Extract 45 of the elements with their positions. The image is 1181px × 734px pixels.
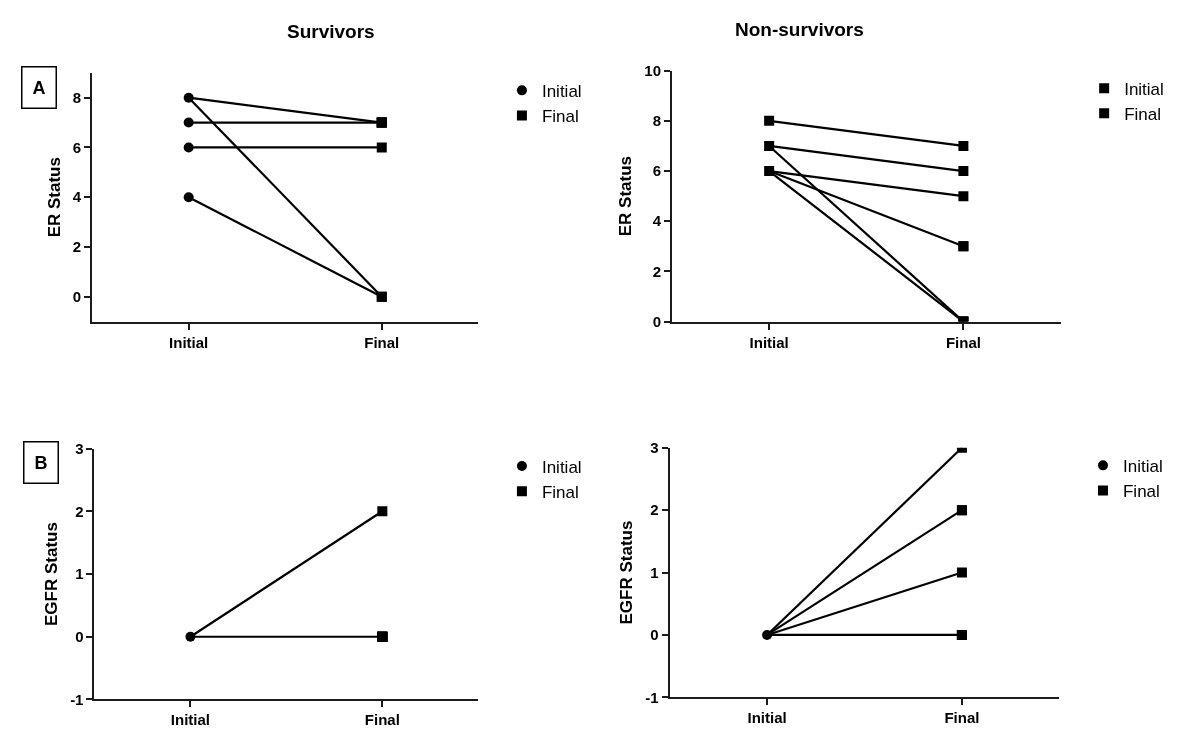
x-tick-label: Final <box>944 709 980 727</box>
text: A <box>32 77 46 98</box>
y-tick-label: 2 <box>72 238 82 256</box>
legend-label: Final <box>1124 104 1162 124</box>
y-tick-label: 3 <box>75 439 84 457</box>
x-tick-label: Final <box>364 711 400 729</box>
y-tick-label: 0 <box>652 312 661 330</box>
legend-label: Final <box>1122 482 1160 502</box>
legend-label: Initial <box>541 457 582 477</box>
legend-label: Final <box>541 107 579 127</box>
y-tick-label: 0 <box>650 626 659 644</box>
legend-label: Initial <box>1122 456 1163 476</box>
y-tick-label: 4 <box>72 188 82 206</box>
y-tick-label: 0 <box>72 287 82 305</box>
y-tick-label: 2 <box>75 502 84 520</box>
y-tick-label: 0 <box>75 627 84 645</box>
chart-title: Non-survivors <box>735 19 864 40</box>
chart-title: Survivors <box>287 21 375 42</box>
x-tick-label: Initial <box>749 333 789 351</box>
y-tick-label: 3 <box>650 439 659 457</box>
x-tick-label: Initial <box>747 709 787 727</box>
y-tick-label: 2 <box>652 262 661 280</box>
text: B <box>34 452 48 473</box>
y-tick-label: 8 <box>72 88 82 106</box>
y-axis-title: ER Status <box>44 157 64 238</box>
y-tick-label: -1 <box>645 688 659 706</box>
y-axis-title: ER Status <box>616 155 636 237</box>
y-tick-label: 6 <box>652 162 661 180</box>
y-tick-label: 10 <box>644 61 661 79</box>
y-tick-label: 6 <box>72 138 82 156</box>
y-tick-label: -1 <box>70 690 84 708</box>
y-axis-title: EGFR Status <box>617 520 637 625</box>
y-tick-label: 2 <box>650 501 659 519</box>
y-tick-label: 1 <box>650 563 659 581</box>
x-tick-label: Initial <box>169 333 209 351</box>
y-tick-label: 8 <box>652 112 661 130</box>
x-tick-label: Final <box>945 333 981 351</box>
x-tick-label: Initial <box>170 711 211 729</box>
legend-label: Initial <box>1124 79 1164 99</box>
legend-label: Final <box>541 482 579 502</box>
legend-label: Initial <box>541 81 582 101</box>
y-axis-title: EGFR Status <box>42 522 62 626</box>
x-tick-label: Final <box>364 333 400 351</box>
y-tick-label: 1 <box>75 565 84 583</box>
y-tick-label: 4 <box>652 212 662 230</box>
